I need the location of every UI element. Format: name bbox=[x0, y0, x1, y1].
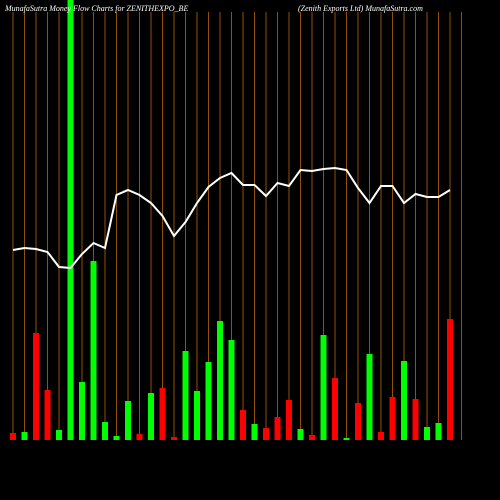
bar bbox=[182, 351, 189, 440]
bar bbox=[10, 433, 16, 440]
bar bbox=[240, 410, 246, 440]
bar bbox=[217, 321, 223, 440]
bar bbox=[309, 435, 315, 440]
bar bbox=[424, 427, 430, 440]
bar bbox=[251, 424, 258, 440]
bar bbox=[79, 382, 85, 440]
bar bbox=[90, 261, 97, 440]
bar bbox=[286, 400, 292, 440]
bar bbox=[113, 436, 120, 440]
bar bbox=[56, 430, 62, 440]
bar bbox=[274, 417, 281, 440]
bar bbox=[136, 434, 143, 440]
bar bbox=[102, 422, 108, 440]
bar bbox=[205, 362, 212, 440]
bar bbox=[343, 438, 350, 440]
bar bbox=[44, 390, 51, 440]
bar bbox=[67, 0, 74, 440]
bar bbox=[389, 397, 396, 440]
chart-title: MunafaSutra Money Flow Charts for ZENITH… bbox=[4, 4, 188, 13]
bar bbox=[401, 361, 407, 440]
bar bbox=[297, 429, 304, 440]
bar bbox=[320, 335, 327, 440]
bar bbox=[171, 437, 177, 440]
bar bbox=[412, 399, 419, 440]
bar bbox=[332, 378, 338, 440]
bar bbox=[194, 391, 200, 440]
bar bbox=[447, 319, 453, 440]
bar bbox=[355, 403, 361, 440]
plot bbox=[10, 0, 453, 440]
bar bbox=[366, 354, 373, 440]
bar bbox=[159, 388, 166, 440]
bar bbox=[378, 432, 384, 440]
bar bbox=[125, 401, 131, 440]
bar bbox=[228, 340, 235, 440]
bar bbox=[148, 393, 154, 440]
bar bbox=[435, 423, 442, 440]
bar bbox=[263, 428, 269, 440]
chart-subtitle: (Zenith Exports Ltd) MunafaSutra.com bbox=[298, 4, 423, 13]
line bbox=[12, 166, 451, 270]
bar bbox=[33, 333, 39, 440]
bar bbox=[21, 432, 28, 440]
